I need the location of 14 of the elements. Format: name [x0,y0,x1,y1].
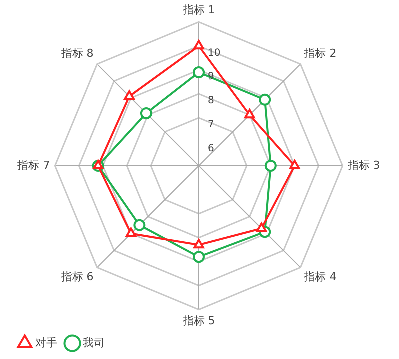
spoke-label: 指标 8 [60,47,94,60]
spoke-label: 指标 2 [303,47,337,60]
y-tick-label: 7 [208,120,214,131]
spoke-label: 指标 4 [303,270,337,284]
spoke-label: 指标 5 [182,314,216,328]
y-tick-label: 8 [208,96,214,107]
y-tick-label: 10 [208,48,221,59]
spoke-label: 指标 3 [346,158,380,172]
legend-label: 我司 [83,336,105,350]
spoke-label: 指标 7 [16,158,50,172]
spoke-label: 指标 6 [60,270,94,284]
spoke-label: 指标 1 [182,3,216,16]
legend-label: 对手 [36,336,58,350]
y-tick-label: 6 [208,144,214,155]
